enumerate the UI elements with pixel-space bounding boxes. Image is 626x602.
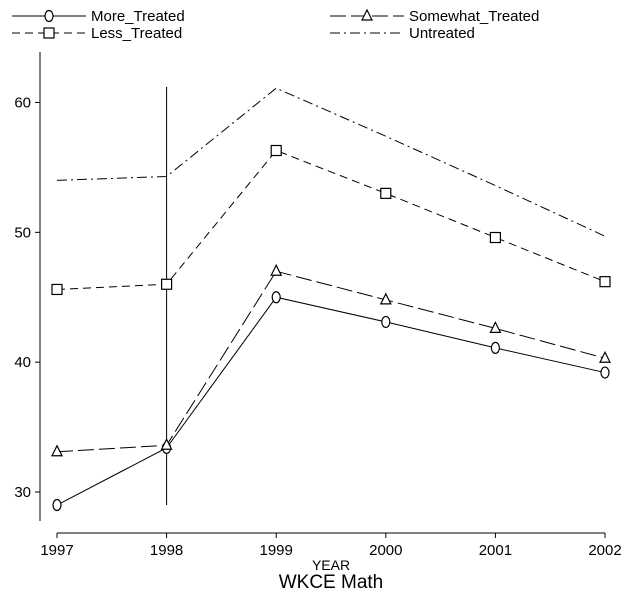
legend-item-less-treated: Less_Treated xyxy=(12,25,182,42)
x-axis-title: YEAR xyxy=(312,557,350,573)
series-group xyxy=(51,87,611,512)
triangle-marker xyxy=(489,321,502,334)
circle-marker xyxy=(490,341,500,354)
triangle-marker xyxy=(160,437,173,450)
circle-marker xyxy=(44,9,54,23)
triangle-marker xyxy=(361,8,373,21)
series-less-treated xyxy=(51,144,611,296)
series-line xyxy=(56,270,606,453)
square-marker xyxy=(43,27,55,39)
square-marker xyxy=(270,144,282,157)
triangle-marker xyxy=(51,444,63,457)
series-more-treated xyxy=(52,291,610,512)
triangle-marker xyxy=(599,350,611,363)
axes xyxy=(39,52,605,534)
x-tick-label: 2000 xyxy=(369,542,402,559)
legend: More_Treated Somewhat_Treated Less_Treated… xyxy=(12,8,539,42)
chart-title: WKCE Math xyxy=(279,572,384,593)
series-line xyxy=(56,87,606,237)
y-axis-ticks: 30 40 50 60 xyxy=(14,94,40,501)
legend-label: Untreated xyxy=(409,25,475,42)
legend-label: Somewhat_Treated xyxy=(409,8,539,25)
legend-item-somewhat-treated: Somewhat_Treated xyxy=(330,8,539,25)
circle-marker xyxy=(381,315,391,329)
y-tick-label: 60 xyxy=(14,94,31,111)
circle-marker xyxy=(600,366,610,379)
square-marker xyxy=(489,231,501,244)
square-marker xyxy=(161,278,173,290)
square-marker xyxy=(380,187,392,199)
series-line xyxy=(56,149,606,290)
triangle-marker xyxy=(379,292,392,305)
x-axis-ticks: 1997 1998 1999 2000 2001 2002 xyxy=(40,533,622,559)
legend-item-untreated: Untreated xyxy=(330,25,475,42)
legend-label: Less_Treated xyxy=(91,25,182,42)
square-marker xyxy=(51,283,63,296)
series-somewhat-treated xyxy=(51,263,611,457)
y-tick-label: 50 xyxy=(14,224,31,241)
y-tick-label: 30 xyxy=(14,484,31,501)
legend-item-more-treated: More_Treated xyxy=(12,8,185,25)
series-line xyxy=(56,296,606,506)
triangle-marker xyxy=(270,263,283,276)
x-tick-label: 2001 xyxy=(479,542,512,559)
x-tick-label: 1997 xyxy=(40,542,73,559)
x-tick-label: 1998 xyxy=(150,542,183,559)
circle-marker xyxy=(271,291,281,304)
y-tick-label: 40 xyxy=(14,354,31,371)
x-tick-label: 2002 xyxy=(588,542,621,559)
circle-marker xyxy=(52,498,62,512)
series-untreated xyxy=(56,87,606,237)
square-marker xyxy=(599,276,611,288)
x-tick-label: 1999 xyxy=(260,542,293,559)
legend-label: More_Treated xyxy=(91,8,185,25)
